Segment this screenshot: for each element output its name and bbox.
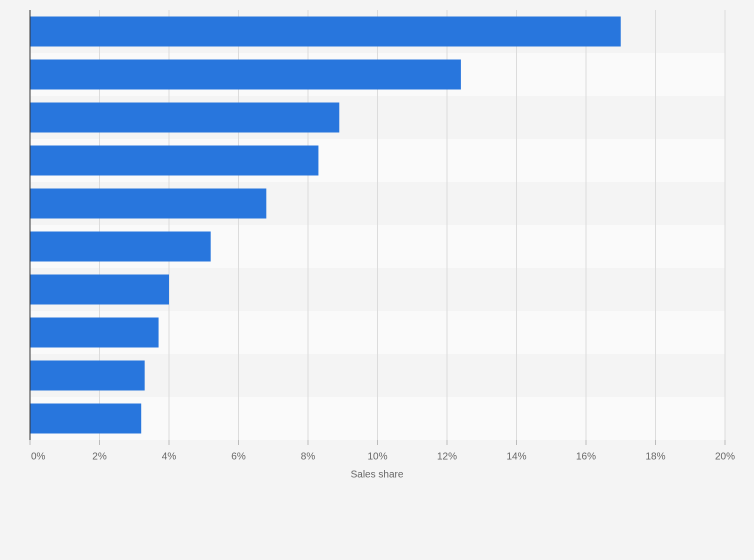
bar xyxy=(30,403,142,434)
x-tick-label: 20% xyxy=(715,452,735,463)
bar xyxy=(30,360,145,391)
x-tick-label: 16% xyxy=(576,452,596,463)
x-tick-label: 8% xyxy=(301,452,316,463)
bar xyxy=(30,16,621,47)
bar xyxy=(30,231,211,262)
bar xyxy=(30,145,319,176)
x-tick-label: 6% xyxy=(231,452,246,463)
x-tick-label: 10% xyxy=(367,452,387,463)
x-tick-label: 0% xyxy=(31,452,46,463)
x-tick-label: 2% xyxy=(92,452,107,463)
bars xyxy=(30,16,621,434)
bar xyxy=(30,317,159,348)
x-tick-label: 4% xyxy=(162,452,177,463)
x-tick-label: 14% xyxy=(506,452,526,463)
bar xyxy=(30,102,340,133)
bar xyxy=(30,59,461,90)
x-tick-label: 12% xyxy=(437,452,457,463)
bar xyxy=(30,274,169,305)
bar xyxy=(30,188,267,219)
x-tick-label: 18% xyxy=(645,452,665,463)
x-axis-label: Sales share xyxy=(351,470,404,481)
